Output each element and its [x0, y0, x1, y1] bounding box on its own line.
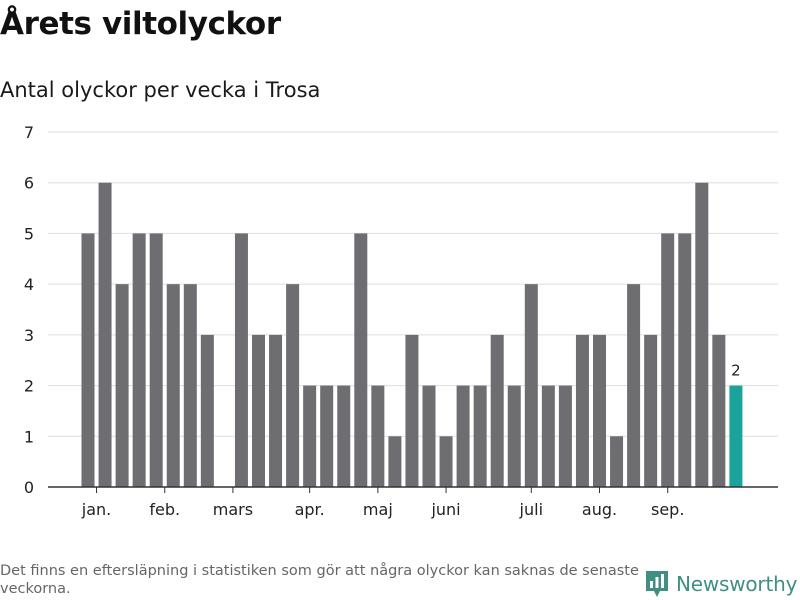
bar: [473, 385, 487, 487]
y-tick-label: 2: [24, 377, 34, 396]
bar: [98, 182, 112, 487]
bar: [149, 233, 163, 487]
bars: [81, 182, 743, 487]
bar: [558, 385, 572, 487]
y-tick-label: 4: [24, 275, 34, 294]
bar: [593, 334, 606, 487]
x-tick-label: juli: [519, 500, 543, 519]
x-tick-label: feb.: [149, 500, 180, 519]
x-tick-label: sep.: [651, 500, 684, 519]
bar: [303, 385, 317, 487]
bar: [712, 334, 726, 487]
bar: [524, 284, 538, 487]
bar: [695, 182, 709, 487]
brand-name: Newsworthy: [676, 572, 798, 596]
bar: [115, 284, 129, 487]
labels: 0 1 2 3 4 5 6 7 2 jan. feb. mars apr. maj juni juli aug.…: [24, 123, 741, 519]
bar: [729, 385, 743, 487]
x-tick-label: maj: [363, 500, 393, 519]
bar: [541, 385, 555, 487]
bar: [644, 334, 658, 487]
bar-chart-logo-icon: [646, 571, 668, 597]
bar: [286, 284, 300, 487]
y-tick-label: 1: [24, 427, 34, 446]
bar: [575, 334, 589, 487]
bar: [354, 233, 368, 487]
bar: [269, 334, 283, 487]
bar: [371, 385, 385, 487]
bar: [81, 233, 95, 487]
bar: [627, 284, 641, 487]
bar: [456, 385, 470, 487]
data-label: 2: [731, 362, 741, 380]
bar: [422, 385, 436, 487]
bar: [661, 233, 675, 487]
bar: [678, 233, 692, 487]
bar: [610, 436, 624, 487]
bar: [252, 334, 265, 487]
x-tick-label: apr.: [295, 500, 325, 519]
bar: [388, 436, 402, 487]
chart-subtitle: Antal olyckor per vecka i Trosa: [0, 78, 321, 102]
x-tick-label: juni: [430, 500, 460, 519]
bar: [234, 233, 248, 487]
bar: [490, 334, 504, 487]
bar: [439, 436, 453, 487]
brand-logo[interactable]: Newsworthy: [644, 568, 797, 600]
y-tick-label: 0: [24, 478, 34, 497]
footnote: Det finns en eftersläpning i statistiken…: [0, 563, 639, 597]
bar: [507, 385, 521, 487]
axes: [48, 486, 778, 493]
x-tick-label: mars: [213, 500, 253, 519]
bar: [132, 233, 146, 487]
y-tick-label: 6: [24, 174, 34, 193]
y-tick-label: 5: [24, 224, 34, 243]
x-tick-label: aug.: [582, 500, 617, 519]
y-tick-label: 7: [24, 123, 34, 142]
bar-chart: 0 1 2 3 4 5 6 7 2 jan. feb. mars apr. maj juni juli aug.…: [24, 123, 778, 519]
x-tick-label: jan.: [81, 500, 111, 519]
bar: [183, 284, 197, 487]
bar: [166, 284, 180, 487]
bar: [200, 334, 214, 487]
bar: [320, 385, 334, 487]
y-tick-label: 3: [24, 326, 34, 345]
bar: [405, 334, 419, 487]
chart-title: Årets viltolyckor: [0, 6, 281, 42]
bar: [337, 385, 351, 487]
